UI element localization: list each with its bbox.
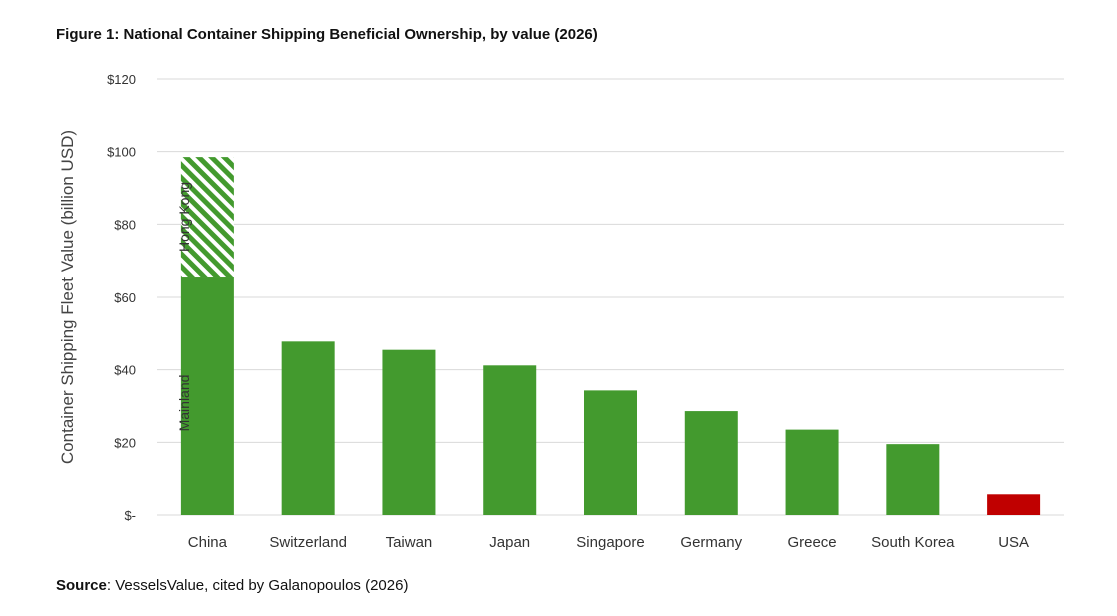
y-tick-labels: $- $20 $40 $60 $80 $100 $120 [107, 72, 136, 523]
bar-switzerland [281, 341, 335, 515]
segment-labels: Mainland Hong Kong [176, 182, 192, 431]
y-tick-label: $- [124, 508, 136, 523]
source-text: : VesselsValue, cited by Galanopoulos (2… [106, 577, 409, 594]
x-category-label: South Korea [871, 534, 955, 551]
y-tick-label: $80 [114, 217, 136, 232]
x-category-label: Germany [680, 534, 742, 551]
x-category-label: China [188, 534, 228, 551]
segment-label-mainland: Mainland [176, 375, 192, 432]
y-tick-label: $40 [114, 363, 136, 378]
bar-germany [684, 411, 738, 515]
source-note: Source: VesselsValue, cited by Galanopou… [56, 577, 408, 594]
bar-taiwan [382, 349, 436, 515]
x-category-label: USA [998, 534, 1029, 551]
bar-chart: $- $20 $40 $60 $80 $100 $120 China Switzerland T… [58, 72, 1064, 551]
bar-greece [785, 429, 839, 515]
x-category-label: Switzerland [269, 534, 347, 551]
source-label: Source [56, 577, 107, 594]
bar-singapore [584, 390, 637, 515]
bar-usa [987, 494, 1041, 515]
y-axis-title: Container Shipping Fleet Value (billion … [58, 130, 77, 464]
bars [180, 157, 1041, 515]
y-tick-label: $120 [107, 72, 136, 87]
bar-china-mainland [180, 277, 234, 515]
x-category-label: Greece [787, 534, 836, 551]
bar-china-hong-kong [180, 157, 234, 278]
x-category-label: Singapore [576, 534, 644, 551]
bar-japan [483, 365, 537, 515]
y-tick-label: $100 [107, 145, 136, 160]
x-category-labels: China Switzerland Taiwan Japan Singapore Germ… [188, 534, 1029, 551]
segment-label-hong-kong: Hong Kong [176, 182, 192, 252]
x-category-label: Taiwan [386, 534, 433, 551]
x-category-label: Japan [489, 534, 530, 551]
bar-south-korea [886, 444, 940, 515]
y-tick-label: $20 [114, 435, 136, 450]
y-tick-label: $60 [114, 290, 136, 305]
chart-title: Figure 1: National Container Shipping Be… [56, 26, 598, 43]
